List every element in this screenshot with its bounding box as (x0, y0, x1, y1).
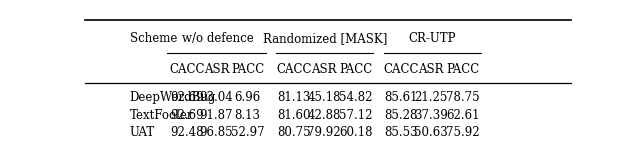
Text: 81.13: 81.13 (278, 91, 311, 105)
Text: 91.87: 91.87 (200, 109, 233, 122)
Text: CACC: CACC (383, 63, 419, 76)
Text: PACC: PACC (446, 63, 479, 76)
Text: Randomized [MASK]: Randomized [MASK] (263, 32, 387, 45)
Text: 57.12: 57.12 (339, 109, 372, 122)
Text: 8.13: 8.13 (235, 109, 260, 122)
Text: Scheme: Scheme (129, 32, 177, 45)
Text: PACC: PACC (231, 63, 264, 76)
Text: 85.28: 85.28 (385, 109, 418, 122)
Text: 60.18: 60.18 (339, 126, 372, 139)
Text: DeepWordBug: DeepWordBug (129, 91, 216, 105)
Text: UAT: UAT (129, 126, 155, 139)
Text: 45.18: 45.18 (307, 91, 340, 105)
Text: 85.53: 85.53 (385, 126, 418, 139)
Text: PACC: PACC (339, 63, 372, 76)
Text: ASR: ASR (311, 63, 337, 76)
Text: CACC: CACC (169, 63, 204, 76)
Text: 54.82: 54.82 (339, 91, 372, 105)
Text: 92.69: 92.69 (170, 91, 204, 105)
Text: 6.96: 6.96 (234, 91, 260, 105)
Text: 75.92: 75.92 (446, 126, 480, 139)
Text: 92.48: 92.48 (170, 126, 204, 139)
Text: 85.61: 85.61 (385, 91, 418, 105)
Text: ASR: ASR (204, 63, 229, 76)
Text: 62.61: 62.61 (446, 109, 479, 122)
Text: CR-UTP: CR-UTP (408, 32, 456, 45)
Text: 96.85: 96.85 (200, 126, 233, 139)
Text: TextFooler: TextFooler (129, 109, 193, 122)
Text: 52.97: 52.97 (231, 126, 264, 139)
Text: 79.92: 79.92 (307, 126, 341, 139)
Text: 42.88: 42.88 (307, 109, 340, 122)
Text: 50.63: 50.63 (414, 126, 448, 139)
Text: 37.39: 37.39 (414, 109, 448, 122)
Text: 93.04: 93.04 (200, 91, 233, 105)
Text: ASR: ASR (419, 63, 444, 76)
Text: 81.60: 81.60 (278, 109, 311, 122)
Text: 92.69: 92.69 (170, 109, 204, 122)
Text: w/o defence: w/o defence (182, 32, 253, 45)
Text: 78.75: 78.75 (446, 91, 480, 105)
Text: 21.25: 21.25 (415, 91, 448, 105)
Text: 80.75: 80.75 (278, 126, 311, 139)
Text: CACC: CACC (276, 63, 312, 76)
